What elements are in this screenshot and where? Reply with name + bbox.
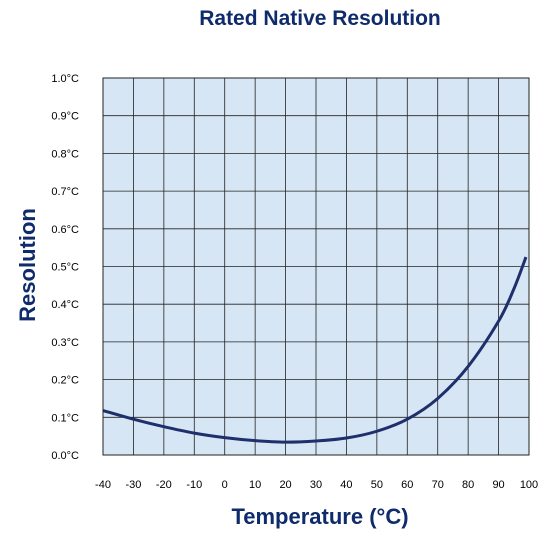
- y-tick-label: 1.0°C: [51, 73, 79, 85]
- y-axis-ticks: 0.0°C 0.1°C 0.2°C 0.3°C 0.4°C 0.5°C 0.6°C 0.7°C…: [51, 73, 79, 462]
- x-tick-label: -10: [186, 479, 202, 491]
- x-tick-label: 30: [310, 479, 322, 491]
- x-tick-label: 70: [432, 479, 444, 491]
- y-tick-label: 0.4°C: [51, 299, 79, 311]
- x-tick-label: 20: [279, 479, 291, 491]
- x-tick-label: 100: [520, 479, 538, 491]
- x-tick-label: 0: [222, 479, 228, 491]
- y-tick-label: 0.5°C: [51, 262, 79, 274]
- x-tick-label: 40: [340, 479, 352, 491]
- series-line: [102, 256, 528, 444]
- y-tick-label: 0.3°C: [51, 337, 79, 349]
- plot-frame: [102, 77, 530, 456]
- y-tick-label: 0.7°C: [51, 186, 79, 198]
- y-tick-label: 0.2°C: [51, 375, 79, 387]
- y-tick-label: 0.9°C: [51, 111, 79, 123]
- x-tick-label: -40: [95, 479, 111, 491]
- y-axis-title: Resolution: [15, 208, 40, 322]
- x-axis-ticks: -40 -30 -20 -10 0 10 20 30 40 50 60 70 80 90 100: [95, 479, 538, 491]
- chart-title: Rated Native Resolution: [199, 7, 441, 30]
- y-tick-label: 0.0°C: [51, 450, 79, 462]
- x-tick-label: 50: [371, 479, 383, 491]
- x-tick-label: 80: [462, 479, 474, 491]
- x-tick-label: -20: [156, 479, 172, 491]
- y-tick-label: 0.1°C: [51, 412, 79, 424]
- x-tick-label: 60: [401, 479, 413, 491]
- x-tick-label: 90: [492, 479, 504, 491]
- x-tick-label: -30: [125, 479, 141, 491]
- y-tick-label: 0.8°C: [51, 148, 79, 160]
- y-tick-label: 0.6°C: [51, 224, 79, 236]
- x-axis-title: Temperature (°C): [231, 504, 408, 529]
- x-tick-label: 10: [249, 479, 261, 491]
